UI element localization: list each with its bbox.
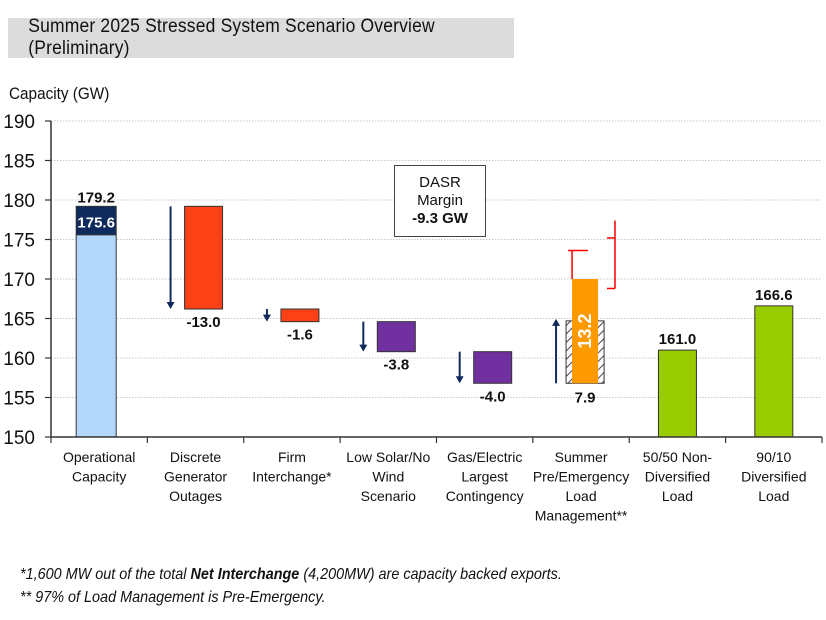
- data-label: 161.0: [659, 331, 697, 348]
- x-tick-label: Load: [565, 488, 596, 504]
- data-label: -3.8: [383, 357, 409, 374]
- x-tick-label: Load: [662, 488, 693, 504]
- x-tick-label: Firm: [278, 449, 306, 465]
- x-tick-label: Diversified: [645, 469, 710, 485]
- x-tick-label: Discrete: [170, 449, 222, 465]
- y-tick-label: 175: [3, 231, 35, 252]
- x-tick-label: Scenario: [361, 488, 416, 504]
- x-tick-label: Contingency: [446, 488, 524, 504]
- arrow-down-icon: [166, 302, 175, 310]
- x-tick-label: 90/10: [756, 449, 791, 465]
- data-label: -4.0: [480, 388, 506, 405]
- bars: [75, 205, 794, 438]
- gridlines: [51, 120, 822, 398]
- x-tick-label: Outages: [169, 488, 222, 504]
- footnote-1: *1,600 MW out of the total Net Interchan…: [20, 566, 562, 584]
- bar-firm-interchange: [280, 308, 320, 323]
- x-tick-label: 50/50 Non-: [643, 449, 713, 465]
- x-tick-label: Low Solar/No: [346, 449, 430, 465]
- dasr-margin-annotation: DASR Margin -9.3 GW: [394, 165, 486, 237]
- x-tick-label: Largest: [461, 469, 508, 485]
- footnote-1-post: (4,200MW) are capacity backed exports.: [299, 566, 562, 583]
- bar-load-90-10: [754, 305, 794, 438]
- x-tick-label: Summer: [555, 449, 608, 465]
- labels: Operational Capacity Discrete Generator Outa…: [63, 189, 807, 523]
- y-axis-label: Capacity (GW): [9, 84, 110, 103]
- x-tick-label: Operational: [63, 449, 135, 465]
- y-tick-label: 155: [3, 389, 35, 410]
- data-label-inner: 175.6: [77, 214, 115, 231]
- x-tick-label: Wind: [372, 469, 404, 485]
- x-tick-label: Capacity: [72, 469, 126, 485]
- y-tick-label: 165: [3, 310, 35, 331]
- bar-load-management: [572, 279, 599, 384]
- bar-operational-capacity: [75, 234, 117, 438]
- bar-low-solar-no-wind: [376, 321, 416, 353]
- y-tick-label: 180: [3, 191, 35, 212]
- x-tick-label: Gas/Electric: [447, 449, 522, 465]
- chart-title: Summer 2025 Stressed System Scenario Ove…: [28, 16, 435, 59]
- y-tick-label: 170: [3, 270, 35, 291]
- bar-discrete-generator-outages: [184, 205, 224, 310]
- arrow-up-icon: [552, 318, 561, 326]
- x-tick-label: Interchange*: [252, 469, 332, 485]
- arrow-down-icon: [455, 376, 464, 384]
- data-label: -13.0: [186, 314, 220, 331]
- bar-gas-electric-contingency: [473, 351, 513, 384]
- x-tick-label: Generator: [164, 469, 227, 485]
- y-tick-label: 190: [3, 112, 35, 133]
- y-tick-label: 160: [3, 349, 35, 370]
- y-tick-label: 185: [3, 152, 35, 173]
- data-label: 179.2: [77, 189, 115, 206]
- x-tick-label: Pre/Emergency: [533, 469, 629, 485]
- overlays: [166, 206, 772, 384]
- footnote-1-bold: Net Interchange: [190, 566, 300, 583]
- footnote-1-pre: *1,600 MW out of the total: [20, 566, 191, 583]
- data-label-inner: 13.2: [575, 314, 595, 349]
- title-banner: Summer 2025 Stressed System Scenario Ove…: [8, 16, 514, 59]
- data-label: 166.6: [755, 287, 793, 304]
- x-tick-label: Diversified: [741, 469, 806, 485]
- data-label: 7.9: [575, 389, 596, 406]
- bar-load-50-50: [657, 349, 697, 438]
- x-tick-label: Management**: [535, 508, 628, 524]
- footnote-2: ** 97% of Load Management is Pre-Emergen…: [20, 589, 326, 606]
- arrow-down-icon: [262, 314, 271, 322]
- dasr-line-1: DASR: [419, 174, 461, 191]
- y-tick-label: 150: [3, 428, 35, 449]
- x-tick-label: Load: [758, 488, 789, 504]
- bar-operational-capacity-top: [75, 205, 117, 236]
- dasr-margin-value: -9.3 GW: [412, 210, 468, 227]
- data-label: -1.6: [287, 327, 313, 344]
- arrow-down-icon: [359, 344, 368, 352]
- dasr-line-2: Margin: [417, 192, 463, 209]
- axes: 150 155 160 165 170 175 180 185 190: [3, 112, 823, 449]
